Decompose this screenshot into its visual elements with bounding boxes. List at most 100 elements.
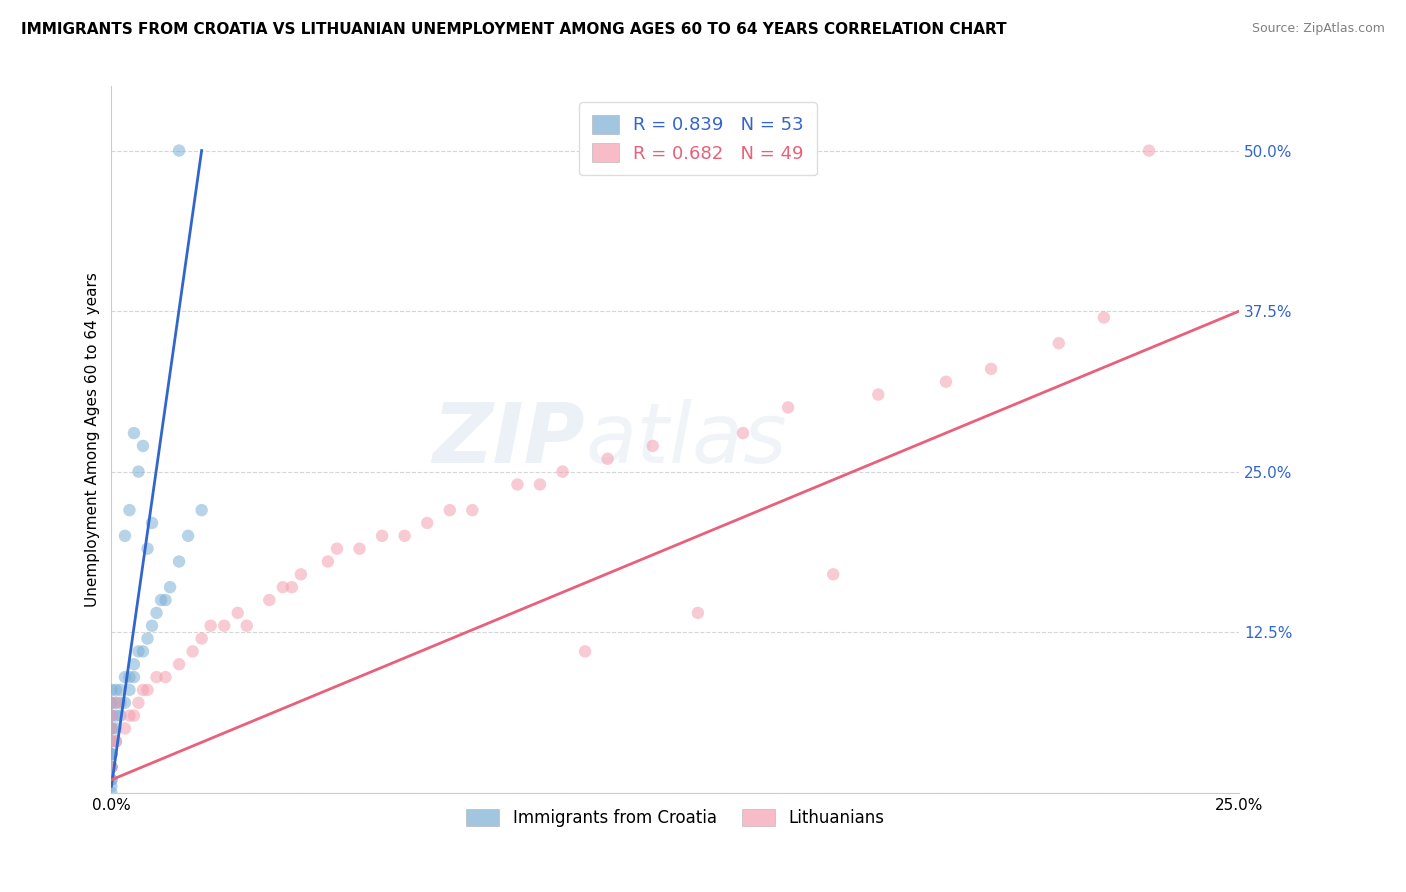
Point: [190, 632, 212, 646]
Point: [281, 580, 304, 594]
Point: [100, 747, 122, 761]
Point: [159, 580, 181, 594]
Point: [778, 401, 800, 415]
Point: [100, 747, 122, 761]
Point: [127, 465, 149, 479]
Text: IMMIGRANTS FROM CROATIA VS LITHUANIAN UNEMPLOYMENT AMONG AGES 60 TO 64 YEARS COR: IMMIGRANTS FROM CROATIA VS LITHUANIAN UN…: [21, 22, 1007, 37]
Point: [118, 682, 141, 697]
Point: [100, 772, 122, 787]
Point: [141, 618, 163, 632]
Point: [212, 618, 235, 632]
Point: [132, 682, 155, 697]
Point: [136, 541, 159, 556]
Point: [122, 426, 145, 441]
Point: [118, 708, 141, 723]
Text: atlas: atlas: [585, 399, 787, 480]
Point: [290, 567, 312, 582]
Point: [110, 696, 132, 710]
Point: [100, 760, 122, 774]
Point: [461, 503, 484, 517]
Point: [100, 722, 122, 736]
Point: [394, 529, 416, 543]
Point: [731, 426, 754, 441]
Point: [935, 375, 957, 389]
Point: [980, 362, 1002, 376]
Point: [529, 477, 551, 491]
Point: [145, 606, 167, 620]
Point: [104, 734, 127, 748]
Point: [155, 670, 177, 684]
Point: [118, 670, 141, 684]
Point: [371, 529, 394, 543]
Point: [1047, 336, 1070, 351]
Point: [104, 696, 127, 710]
Point: [100, 722, 122, 736]
Point: [145, 670, 167, 684]
Point: [177, 529, 200, 543]
Point: [100, 682, 122, 697]
Point: [100, 696, 122, 710]
Point: [100, 722, 122, 736]
Point: [100, 734, 122, 748]
Point: [136, 682, 159, 697]
Point: [155, 593, 177, 607]
Point: [551, 465, 574, 479]
Point: [132, 644, 155, 658]
Point: [100, 696, 122, 710]
Point: [235, 618, 257, 632]
Point: [132, 439, 155, 453]
Point: [439, 503, 461, 517]
Point: [326, 541, 349, 556]
Point: [100, 760, 122, 774]
Point: [100, 722, 122, 736]
Point: [122, 670, 145, 684]
Point: [316, 554, 339, 568]
Point: [100, 747, 122, 761]
Point: [349, 541, 371, 556]
Point: [1137, 144, 1160, 158]
Point: [100, 760, 122, 774]
Point: [127, 696, 149, 710]
Point: [641, 439, 664, 453]
Point: [104, 734, 127, 748]
Point: [100, 708, 122, 723]
Point: [104, 722, 127, 736]
Point: [574, 644, 596, 658]
Point: [150, 593, 173, 607]
Point: [110, 708, 132, 723]
Point: [100, 708, 122, 723]
Text: Source: ZipAtlas.com: Source: ZipAtlas.com: [1251, 22, 1385, 36]
Point: [104, 696, 127, 710]
Point: [114, 696, 136, 710]
Point: [190, 503, 212, 517]
Point: [868, 387, 890, 401]
Point: [114, 722, 136, 736]
Point: [686, 606, 709, 620]
Point: [596, 451, 619, 466]
Point: [118, 503, 141, 517]
Point: [226, 606, 249, 620]
Point: [110, 682, 132, 697]
Point: [181, 644, 204, 658]
Point: [114, 529, 136, 543]
Point: [259, 593, 281, 607]
Point: [506, 477, 529, 491]
Point: [167, 144, 190, 158]
Point: [100, 786, 122, 800]
Point: [136, 632, 159, 646]
Text: ZIP: ZIP: [433, 399, 585, 480]
Point: [200, 618, 222, 632]
Point: [104, 708, 127, 723]
Point: [100, 772, 122, 787]
Point: [271, 580, 294, 594]
Point: [167, 554, 190, 568]
Y-axis label: Unemployment Among Ages 60 to 64 years: Unemployment Among Ages 60 to 64 years: [86, 272, 100, 607]
Point: [100, 760, 122, 774]
Point: [1092, 310, 1115, 325]
Point: [100, 708, 122, 723]
Point: [823, 567, 845, 582]
Point: [100, 734, 122, 748]
Point: [416, 516, 439, 530]
Point: [100, 734, 122, 748]
Point: [122, 708, 145, 723]
